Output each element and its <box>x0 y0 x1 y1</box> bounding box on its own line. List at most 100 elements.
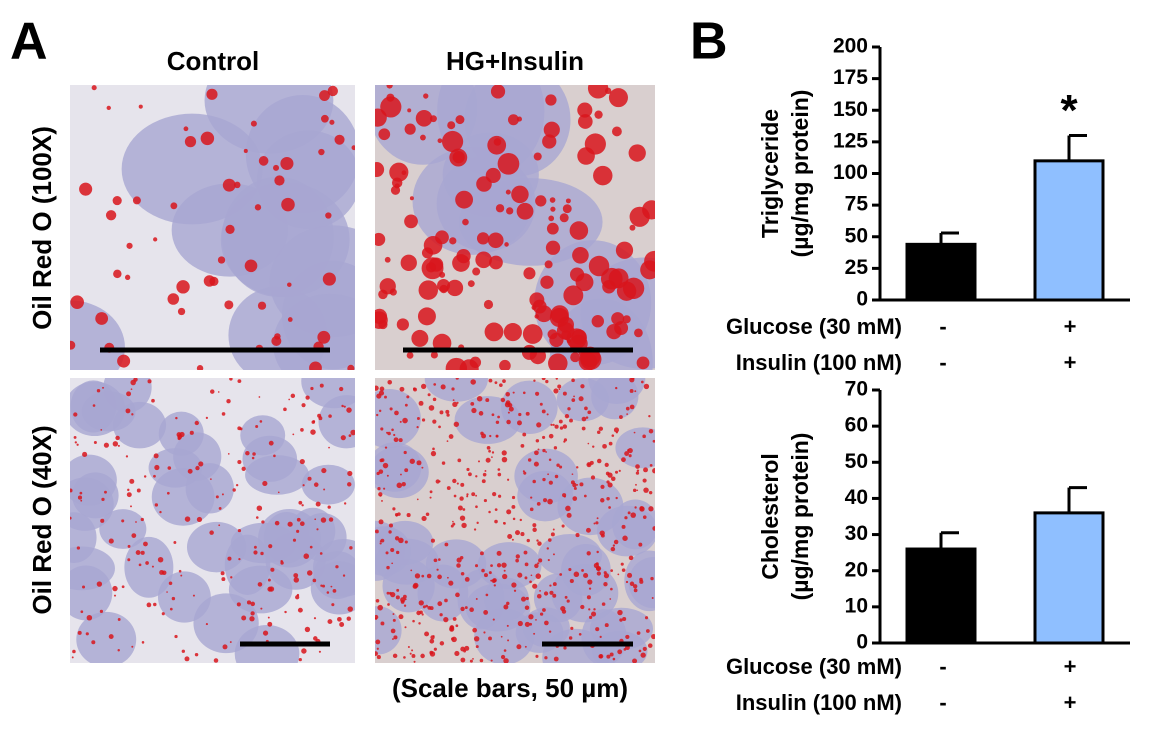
lipid-droplet <box>421 466 424 469</box>
lipid-droplet <box>506 419 511 425</box>
lipid-droplet <box>515 554 520 559</box>
lipid-droplet <box>274 175 285 186</box>
lipid-droplet <box>404 214 418 229</box>
lipid-droplet <box>547 498 553 505</box>
lipid-droplet <box>376 413 379 417</box>
lipid-droplet <box>612 657 616 661</box>
lipid-droplet <box>642 646 647 651</box>
lipid-droplet <box>205 622 208 626</box>
lipid-droplet <box>404 540 408 544</box>
lipid-droplet <box>375 162 385 178</box>
lipid-droplet <box>429 651 436 657</box>
lipid-droplet <box>146 602 152 608</box>
y-axis-label: Cholesterol <box>757 453 783 580</box>
lipid-droplet <box>195 465 200 471</box>
lipid-droplet <box>429 115 437 123</box>
lipid-droplet <box>523 471 527 475</box>
lipid-droplet <box>583 494 587 498</box>
lipid-droplet <box>541 409 546 414</box>
lipid-droplet <box>539 612 544 616</box>
lipid-droplet <box>532 583 538 589</box>
lipid-droplet <box>503 604 509 610</box>
lipid-droplet <box>334 134 345 145</box>
lipid-droplet <box>463 649 467 653</box>
lipid-droplet <box>639 579 644 584</box>
lipid-droplet <box>430 450 437 457</box>
lipid-droplet <box>489 434 492 438</box>
lipid-droplet <box>96 581 103 587</box>
lipid-droplet <box>386 85 393 89</box>
lipid-droplet <box>586 595 591 600</box>
lipid-droplet <box>392 618 396 622</box>
lipid-droplet <box>378 390 385 396</box>
lipid-droplet <box>396 550 400 555</box>
lipid-droplet <box>402 594 407 599</box>
lipid-droplet <box>273 454 276 458</box>
lipid-droplet <box>462 508 466 511</box>
lipid-droplet <box>484 322 504 342</box>
lipid-droplet <box>485 167 501 183</box>
lipid-droplet <box>404 626 407 629</box>
lipid-droplet <box>564 413 570 419</box>
lipid-droplet <box>284 610 287 614</box>
y-axis-label: (µg/mg protein) <box>787 433 813 601</box>
lipid-droplet <box>320 584 323 587</box>
condition-value: + <box>1064 314 1077 339</box>
y-tick-label: 50 <box>845 224 868 247</box>
lipid-droplet <box>568 636 573 640</box>
lipid-droplet <box>421 515 427 522</box>
lipid-droplet <box>476 396 483 402</box>
lipid-droplet <box>466 495 469 498</box>
lipid-droplet <box>417 307 436 326</box>
lipid-droplet <box>645 629 650 633</box>
lipid-droplet <box>394 536 400 541</box>
lipid-droplet <box>600 484 605 489</box>
lipid-droplet <box>287 521 293 527</box>
lipid-droplet <box>317 330 331 344</box>
y-tick-label: 0 <box>856 288 868 311</box>
lipid-droplet <box>82 585 86 589</box>
lipid-droplet <box>393 433 396 437</box>
lipid-droplet <box>309 545 313 549</box>
lipid-droplet <box>466 467 470 472</box>
lipid-droplet <box>112 585 118 592</box>
lipid-droplet <box>340 435 346 441</box>
lipid-droplet <box>546 413 549 416</box>
lipid-droplet <box>106 105 111 111</box>
lipid-droplet <box>532 527 537 532</box>
lipid-droplet <box>632 488 637 493</box>
lipid-droplet <box>603 573 610 579</box>
lipid-droplet <box>455 378 459 380</box>
lipid-droplet <box>577 147 595 165</box>
lipid-droplet <box>180 574 183 577</box>
lipid-droplet <box>310 386 314 391</box>
lipid-droplet <box>596 517 599 520</box>
lipid-droplet <box>218 506 222 510</box>
micrograph-content <box>70 85 355 370</box>
lipid-droplet <box>579 482 584 487</box>
lipid-droplet <box>569 418 573 423</box>
lipid-droplet <box>429 638 435 644</box>
micrograph <box>70 85 355 370</box>
lipid-droplet <box>612 544 616 547</box>
lipid-droplet <box>213 658 219 663</box>
lipid-droplet <box>534 450 539 456</box>
lipid-droplet <box>331 603 335 607</box>
lipid-droplet <box>222 178 236 192</box>
lipid-droplet <box>135 521 137 523</box>
lipid-droplet <box>326 591 330 594</box>
row-title: Oil Red O (40X) <box>27 425 57 614</box>
lipid-droplet <box>587 410 592 415</box>
lipid-droplet <box>299 458 305 465</box>
lipid-droplet <box>268 440 274 446</box>
lipid-droplet <box>99 609 104 613</box>
lipid-droplet <box>136 488 141 493</box>
lipid-droplet <box>224 300 234 310</box>
lipid-droplet <box>446 279 464 297</box>
lipid-droplet <box>570 480 575 485</box>
lipid-droplet <box>438 558 441 561</box>
lipid-droplet <box>595 565 602 572</box>
micrographs <box>70 85 655 663</box>
lipid-droplet <box>398 614 404 620</box>
lipid-droplet <box>406 395 410 399</box>
